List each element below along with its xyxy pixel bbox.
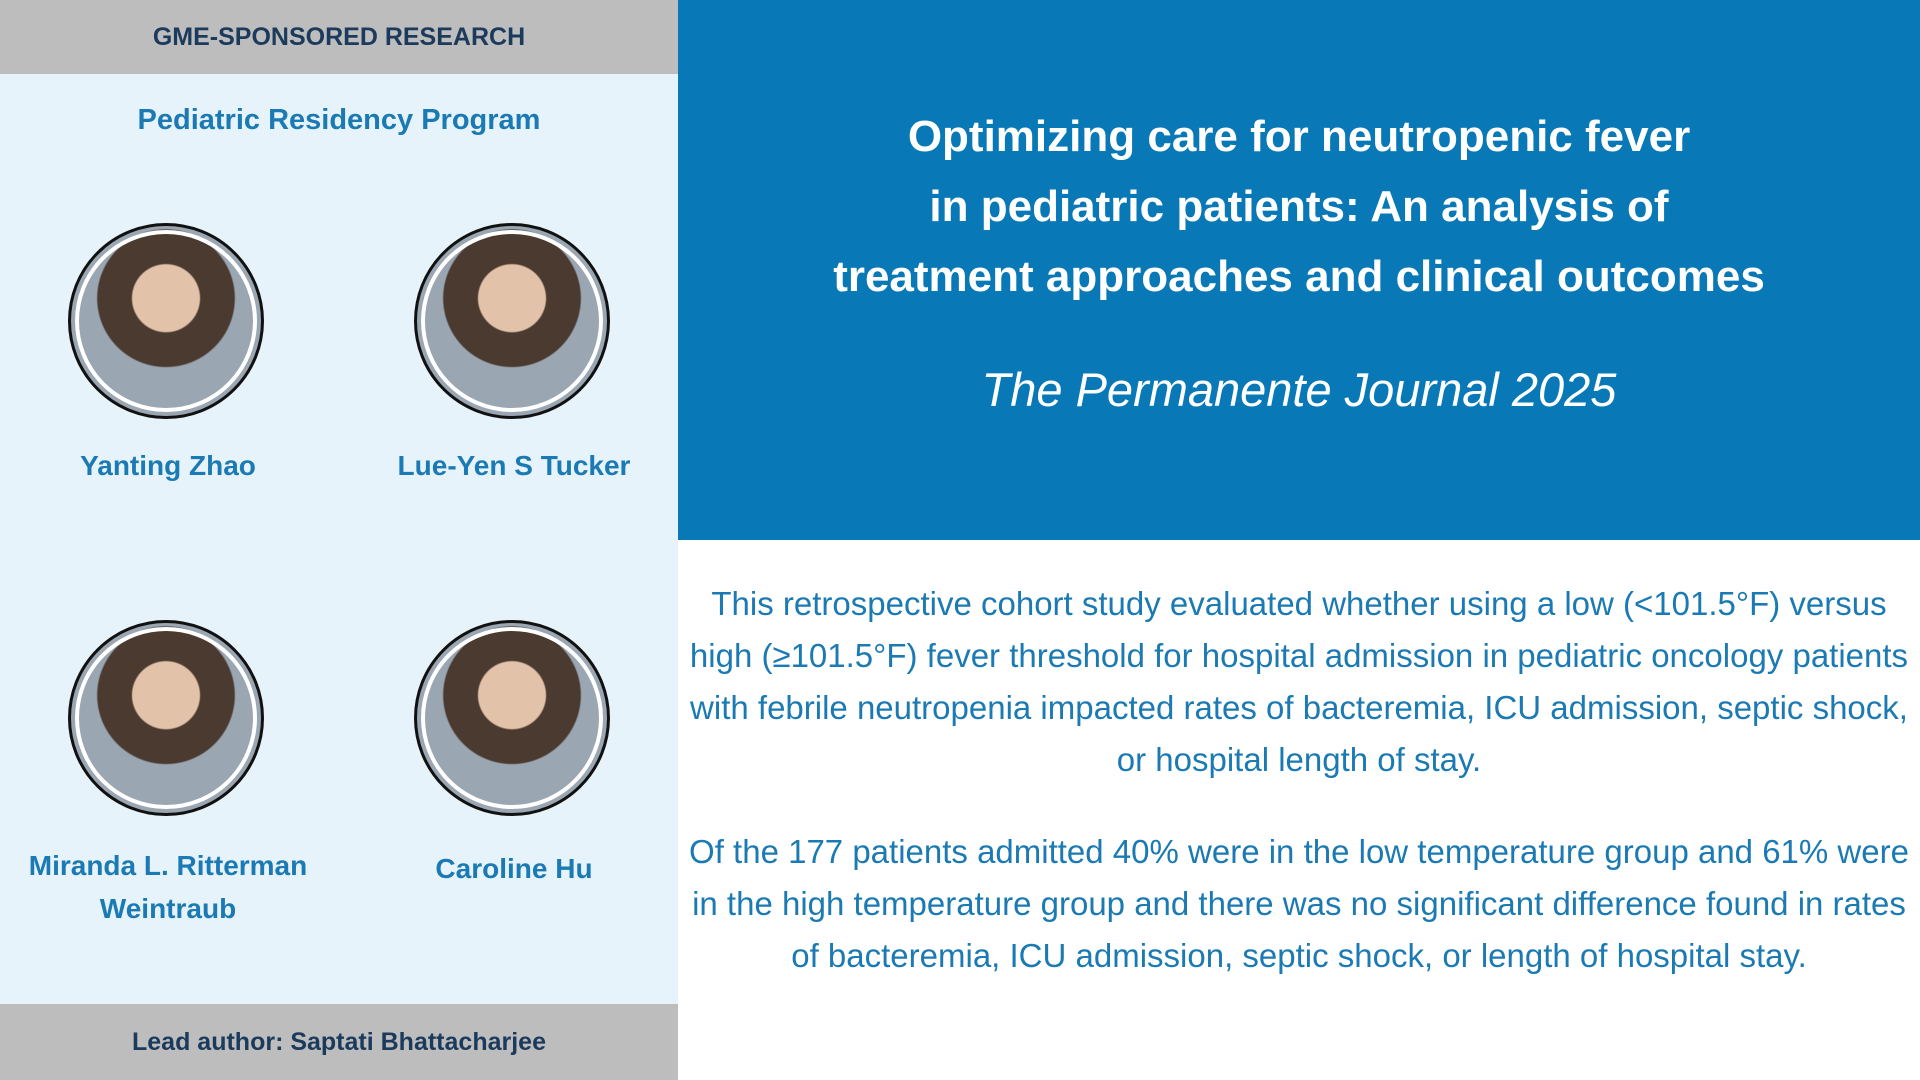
author-name: Yanting Zhao (80, 450, 256, 481)
author-name: Miranda L. Ritterman Weintraub (28, 850, 308, 924)
author-name: Caroline Hu (435, 853, 593, 884)
title-line: Optimizing care for neutropenic fever (907, 112, 1691, 161)
footer-bar: Lead author: Saptati Bhattacharjee (0, 1004, 678, 1080)
header-label: GME-SPONSORED RESEARCH (152, 22, 526, 51)
author-photo (414, 620, 610, 816)
title-line: treatment approaches and clinical outcom… (833, 252, 1765, 301)
title-line: in pediatric patients: An analysis of (929, 182, 1669, 231)
title: Optimizing care for neutropenic fever in… (678, 102, 1920, 312)
journal: The Permanente Journal 2025 (981, 363, 1617, 416)
author-name: Lue-Yen S Tucker (397, 450, 631, 481)
title-panel: Optimizing care for neutropenic fever in… (678, 0, 1920, 540)
summary-paragraph: Of the 177 patients admitted 40% were in… (689, 833, 1909, 974)
lead-author: Lead author: Saptati Bhattacharjee (132, 1027, 546, 1056)
author-photo (414, 223, 610, 419)
summary-paragraph: This retrospective cohort study evaluate… (689, 585, 1909, 778)
header-bar: GME-SPONSORED RESEARCH (0, 0, 678, 74)
author-photo (68, 620, 264, 816)
author-photo (68, 223, 264, 419)
left-panel: GME-SPONSORED RESEARCH Pediatric Residen… (0, 0, 678, 1080)
program: Pediatric Residency Program (137, 104, 541, 136)
